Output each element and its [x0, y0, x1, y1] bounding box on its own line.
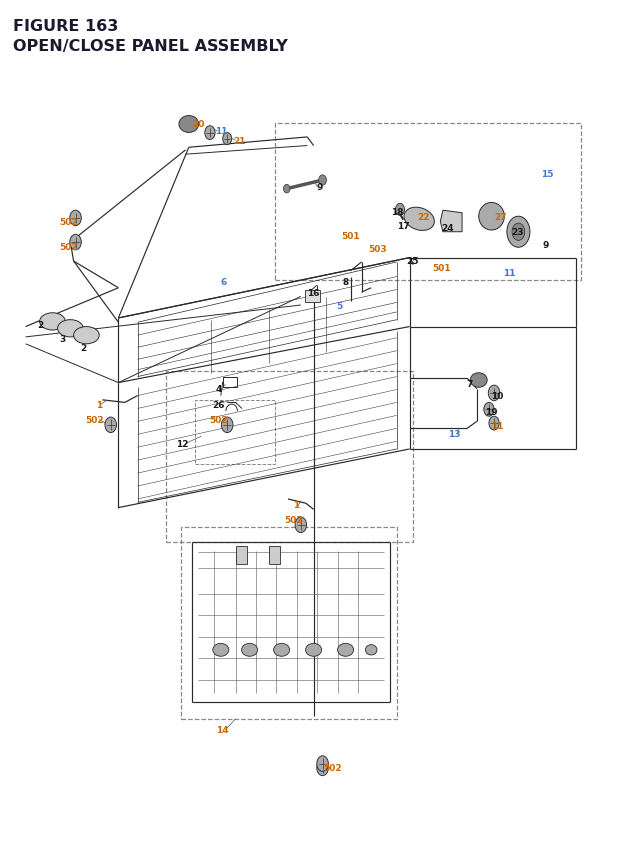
- Text: 9: 9: [317, 183, 323, 192]
- Circle shape: [205, 127, 215, 140]
- Ellipse shape: [404, 208, 435, 231]
- Circle shape: [507, 217, 530, 248]
- Text: 502: 502: [323, 764, 342, 772]
- Text: OPEN/CLOSE PANEL ASSEMBLY: OPEN/CLOSE PANEL ASSEMBLY: [13, 39, 287, 53]
- Text: 16: 16: [307, 288, 320, 297]
- Text: 502: 502: [284, 516, 303, 524]
- Bar: [195, 400, 275, 465]
- Text: FIGURE 163: FIGURE 163: [13, 19, 118, 34]
- Text: 25: 25: [406, 257, 419, 265]
- Circle shape: [396, 204, 404, 216]
- Text: 12: 12: [176, 440, 189, 449]
- Circle shape: [221, 418, 233, 433]
- Text: 502: 502: [59, 218, 77, 226]
- Bar: [275, 124, 581, 281]
- Text: 15: 15: [541, 170, 554, 179]
- Text: 502: 502: [209, 416, 228, 424]
- Text: 18: 18: [390, 208, 403, 216]
- Text: 19: 19: [485, 407, 498, 416]
- Text: 1: 1: [96, 400, 102, 409]
- Text: 2: 2: [80, 344, 86, 352]
- Ellipse shape: [179, 116, 198, 133]
- Circle shape: [223, 133, 232, 146]
- Text: 1: 1: [293, 501, 300, 510]
- Circle shape: [512, 224, 525, 241]
- Ellipse shape: [479, 203, 504, 231]
- Ellipse shape: [212, 644, 229, 657]
- Text: 24: 24: [442, 224, 454, 232]
- Circle shape: [295, 517, 307, 533]
- Ellipse shape: [74, 327, 99, 344]
- Text: 8: 8: [342, 278, 349, 287]
- Bar: [236, 547, 247, 564]
- Ellipse shape: [242, 644, 258, 657]
- Circle shape: [105, 418, 116, 433]
- Text: 6: 6: [221, 278, 227, 287]
- Bar: [166, 372, 413, 542]
- Ellipse shape: [338, 644, 354, 657]
- Text: 26: 26: [212, 400, 225, 409]
- Text: 13: 13: [448, 430, 461, 438]
- Circle shape: [70, 235, 81, 251]
- Circle shape: [484, 403, 494, 417]
- Polygon shape: [440, 211, 462, 232]
- Ellipse shape: [40, 313, 65, 331]
- Text: 501: 501: [432, 264, 451, 273]
- Bar: [223, 377, 237, 387]
- Text: 21: 21: [234, 137, 246, 146]
- Text: 503: 503: [368, 245, 387, 254]
- Text: 501: 501: [340, 232, 360, 240]
- Circle shape: [319, 176, 326, 186]
- Text: 27: 27: [494, 213, 507, 221]
- Text: 17: 17: [397, 222, 410, 231]
- Bar: [305, 291, 320, 303]
- Text: 502: 502: [85, 416, 104, 424]
- Circle shape: [284, 185, 290, 194]
- Text: 4: 4: [216, 385, 222, 393]
- Text: 23: 23: [511, 228, 524, 237]
- Text: 5: 5: [336, 301, 342, 310]
- Circle shape: [317, 756, 328, 771]
- Text: 14: 14: [216, 726, 229, 734]
- Text: 3: 3: [60, 335, 66, 344]
- Text: 9: 9: [543, 241, 549, 250]
- Ellipse shape: [274, 644, 290, 657]
- Bar: [269, 547, 280, 564]
- Text: 7: 7: [467, 380, 473, 388]
- Text: 502: 502: [59, 243, 77, 251]
- Ellipse shape: [58, 320, 83, 338]
- Text: 11: 11: [214, 127, 227, 136]
- Circle shape: [489, 417, 499, 430]
- Circle shape: [317, 760, 328, 776]
- Text: 11: 11: [502, 269, 515, 277]
- Text: 22: 22: [417, 213, 430, 221]
- Text: 2: 2: [37, 321, 44, 330]
- Text: 20: 20: [192, 121, 205, 129]
- Text: 11: 11: [491, 422, 504, 430]
- Ellipse shape: [365, 645, 377, 655]
- Bar: [181, 527, 397, 719]
- Circle shape: [488, 386, 500, 401]
- Ellipse shape: [470, 374, 487, 387]
- Ellipse shape: [306, 644, 322, 657]
- Text: 10: 10: [491, 392, 504, 400]
- Circle shape: [70, 211, 81, 226]
